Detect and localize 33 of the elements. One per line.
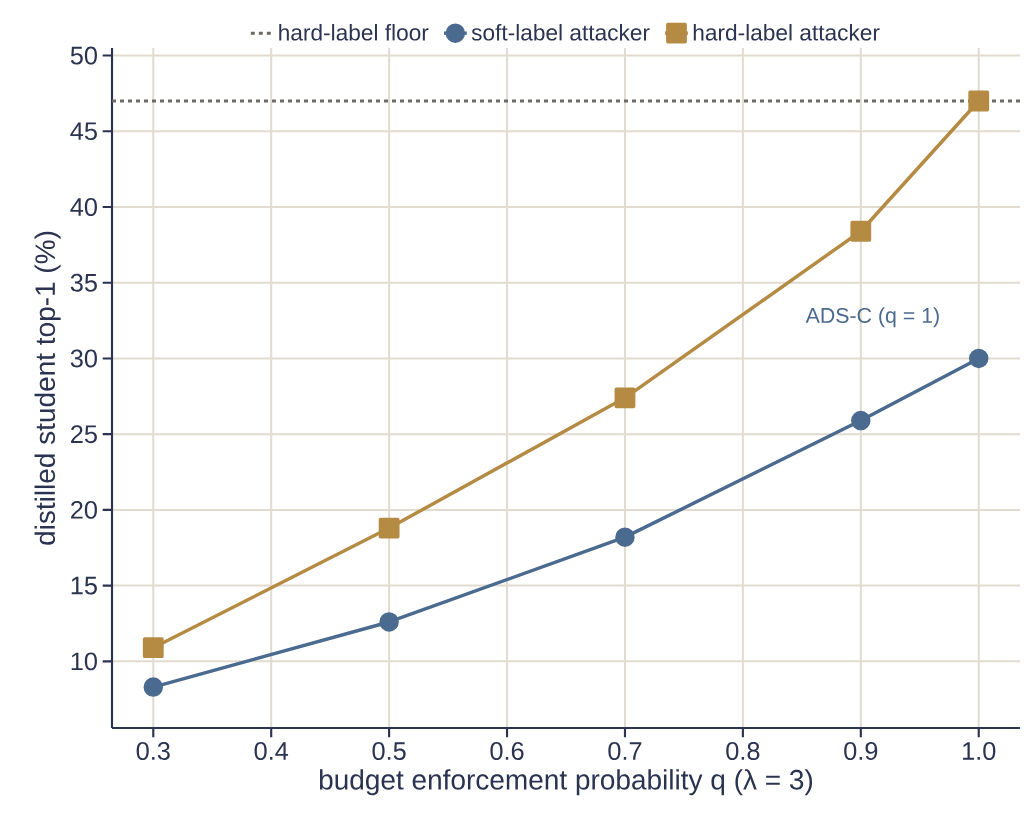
y-tick-label: 30: [70, 349, 97, 368]
legend-label: hard-label attacker: [693, 23, 880, 41]
point: [968, 348, 989, 369]
y-tick-label: 10: [71, 652, 97, 671]
point: [379, 612, 399, 632]
point: [615, 527, 635, 547]
point: [378, 517, 400, 539]
x-axis-title: budget enforcement probability q (λ = 3): [319, 769, 813, 796]
x-tick-label: 0.7: [608, 742, 642, 760]
point: [143, 677, 164, 697]
y-tick-label: 15: [71, 576, 97, 595]
point: [850, 220, 872, 242]
point: [142, 637, 164, 659]
x-tick-label: 1.0: [963, 742, 996, 760]
y-tick-label: 45: [70, 122, 97, 141]
y-tick-label: 40: [70, 198, 97, 216]
y-tick-label: 35: [70, 273, 97, 292]
x-tick-label: 0.4: [254, 742, 289, 760]
y-tick-label: 50: [70, 46, 97, 65]
x-tick-label: 0.9: [844, 742, 878, 760]
y-tick-label: 25: [71, 425, 97, 444]
x-tick-label: 0.3: [136, 742, 170, 760]
point: [851, 410, 871, 431]
point: [968, 90, 990, 112]
y-axis-title: distilled student top-1 (%): [34, 231, 61, 545]
x-tick-label: 0.8: [726, 742, 760, 760]
y-tick-label: 20: [71, 500, 97, 519]
legend-label: soft-label attacker: [471, 23, 650, 41]
x-tick-label: 0.6: [490, 742, 524, 760]
point: [614, 387, 636, 409]
x-tick-label: 0.5: [372, 742, 406, 760]
legend-label: hard-label floor: [279, 23, 429, 41]
annotation: ADS-C (q = 1): [805, 307, 939, 328]
